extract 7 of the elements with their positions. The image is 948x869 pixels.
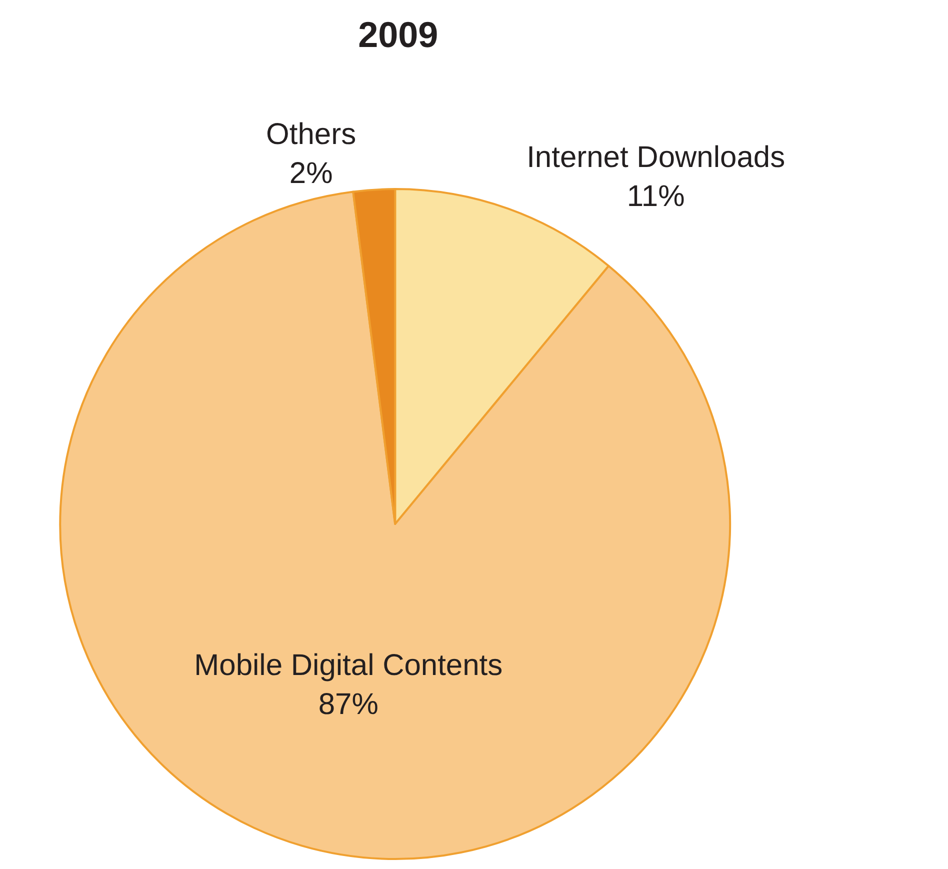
data-label: 2% xyxy=(289,156,333,190)
slice-label: Internet Downloads xyxy=(526,140,786,174)
slice-label: Mobile Digital Contents xyxy=(194,648,503,682)
slice-label: Others xyxy=(266,118,356,151)
data-label: 87% xyxy=(318,688,378,721)
chart-title: 2009 xyxy=(358,14,438,55)
data-label: 11% xyxy=(626,180,685,213)
